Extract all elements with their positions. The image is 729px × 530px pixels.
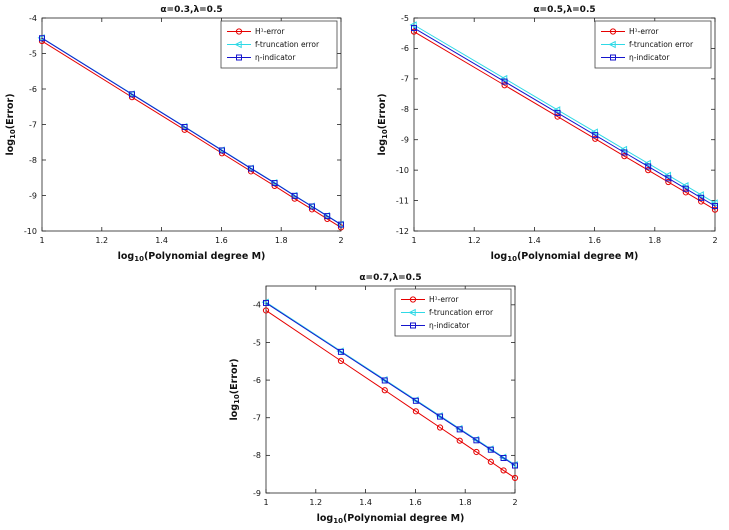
svg-text:1.6: 1.6 (215, 236, 228, 245)
svg-text:-9: -9 (29, 191, 37, 200)
svg-text:-8: -8 (401, 105, 409, 114)
svg-text:1.4: 1.4 (155, 236, 168, 245)
plot-alpha-0.5: 1 1.2 1.4 1.6 1.8 2 -5 -6 -7 -8 -9 -10 -11 -12 α=0.5,λ… (374, 2, 724, 266)
convergence-chart-alpha-0.5: 1 1.2 1.4 1.6 1.8 2 -5 -6 -7 -8 -9 -10 -11 -12 α=0.5,λ… (377, 5, 719, 263)
svg-text:1.4: 1.4 (359, 498, 372, 507)
svg-text:1.6: 1.6 (588, 236, 601, 245)
svg-text:-8: -8 (29, 156, 37, 165)
svg-text:1.8: 1.8 (275, 236, 288, 245)
convergence-chart-alpha-0.7: 1 1.2 1.4 1.6 1.8 2 -4 -5 -6 -7 -8 -9 α=0.7,λ=0.5 log… (229, 273, 519, 525)
svg-text:-10: -10 (396, 166, 409, 175)
svg-text:1.2: 1.2 (309, 498, 322, 507)
svg-text:log10(Polynomial degree M): log10(Polynomial degree M) (491, 251, 639, 263)
svg-text:1.2: 1.2 (95, 236, 108, 245)
svg-text:1.4: 1.4 (528, 236, 541, 245)
svg-text:log10(Polynomial degree M): log10(Polynomial degree M) (317, 513, 465, 525)
svg-text:1: 1 (263, 498, 268, 507)
svg-text:1: 1 (411, 236, 416, 245)
svg-text:-5: -5 (253, 338, 261, 347)
svg-text:2: 2 (712, 236, 717, 245)
svg-text:-6: -6 (29, 85, 37, 94)
svg-text:log10(Error): log10(Error) (5, 93, 17, 155)
svg-text:1.2: 1.2 (468, 236, 481, 245)
svg-text:-11: -11 (396, 196, 409, 205)
svg-text:f-truncation error: f-truncation error (429, 308, 494, 317)
svg-text:f-truncation error: f-truncation error (629, 40, 694, 49)
convergence-chart-alpha-0.3: 1 1.2 1.4 1.6 1.8 2 -4 -5 -6 -7 -8 -9 -10 α=0.3,λ=0.5… (5, 5, 345, 263)
svg-text:-7: -7 (401, 75, 409, 84)
svg-text:1.8: 1.8 (648, 236, 661, 245)
svg-text:H¹-error: H¹-error (255, 27, 285, 36)
svg-text:-10: -10 (24, 227, 37, 236)
svg-text:η-indicator: η-indicator (629, 53, 670, 62)
svg-text:2: 2 (338, 236, 343, 245)
svg-text:-5: -5 (401, 14, 409, 23)
svg-text:-7: -7 (253, 414, 261, 423)
svg-text:-9: -9 (401, 136, 409, 145)
svg-text:-12: -12 (396, 227, 409, 236)
svg-text:-7: -7 (29, 120, 37, 129)
svg-text:1: 1 (39, 236, 44, 245)
svg-text:-4: -4 (29, 14, 37, 23)
svg-text:α=0.7,λ=0.5: α=0.7,λ=0.5 (359, 273, 421, 283)
svg-text:-6: -6 (401, 44, 409, 53)
svg-text:1.6: 1.6 (409, 498, 422, 507)
svg-text:log10(Error): log10(Error) (377, 93, 389, 155)
svg-text:η-indicator: η-indicator (429, 321, 470, 330)
svg-text:log10(Polynomial degree M): log10(Polynomial degree M) (118, 251, 266, 263)
svg-text:log10(Error): log10(Error) (229, 358, 241, 420)
svg-text:-4: -4 (253, 301, 261, 310)
svg-text:1.8: 1.8 (459, 498, 472, 507)
plot-alpha-0.7: 1 1.2 1.4 1.6 1.8 2 -4 -5 -6 -7 -8 -9 α=0.7,λ=0.5 log… (226, 270, 524, 528)
svg-text:-6: -6 (253, 376, 261, 385)
svg-text:-8: -8 (253, 451, 261, 460)
svg-text:-9: -9 (253, 489, 261, 498)
plot-alpha-0.3: 1 1.2 1.4 1.6 1.8 2 -4 -5 -6 -7 -8 -9 -10 α=0.3,λ=0.5… (2, 2, 350, 266)
svg-text:2: 2 (512, 498, 517, 507)
svg-text:H¹-error: H¹-error (429, 295, 459, 304)
svg-text:f-truncation error: f-truncation error (255, 40, 320, 49)
svg-text:-5: -5 (29, 49, 37, 58)
svg-text:H¹-error: H¹-error (629, 27, 659, 36)
svg-text:η-indicator: η-indicator (255, 53, 296, 62)
svg-text:α=0.3,λ=0.5: α=0.3,λ=0.5 (160, 5, 222, 15)
svg-text:α=0.5,λ=0.5: α=0.5,λ=0.5 (533, 5, 595, 15)
